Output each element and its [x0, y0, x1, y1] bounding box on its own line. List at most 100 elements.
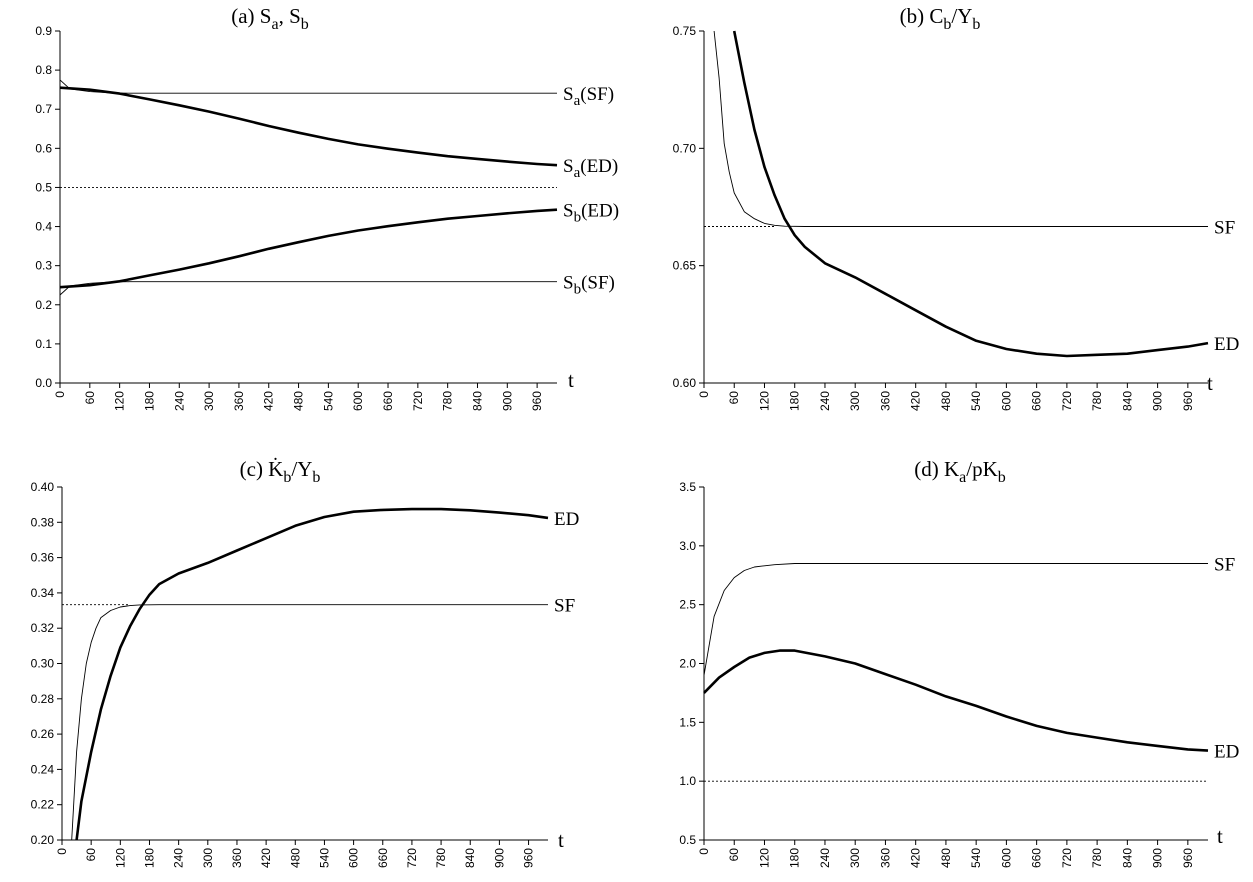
- x-tick-label: 480: [288, 848, 302, 868]
- x-tick-label: 60: [84, 848, 98, 862]
- x-tick-label: 900: [1151, 848, 1165, 868]
- y-tick-label: 0.36: [31, 551, 55, 565]
- x-tick-label: 600: [999, 848, 1013, 868]
- x-tick-label: 960: [1181, 848, 1195, 868]
- y-tick-label: 0.24: [31, 762, 55, 776]
- x-tick-label: 720: [1060, 848, 1074, 868]
- x-tick-label: 660: [1030, 391, 1044, 411]
- y-tick-label: 0.7: [35, 102, 52, 116]
- x-tick-label: 660: [1030, 848, 1044, 868]
- x-tick-label: 180: [142, 848, 156, 868]
- x-tick-label: 240: [172, 391, 186, 411]
- y-tick-label: 0.0: [35, 376, 52, 390]
- series-line-thick: [59, 208, 558, 289]
- y-tick-label: 2.5: [679, 598, 696, 612]
- x-tick-label: 600: [351, 391, 365, 411]
- series-line-thin: [59, 281, 557, 296]
- x-tick-label: 360: [878, 848, 892, 868]
- x-tick-label: 720: [411, 391, 425, 411]
- y-tick-label: 1.0: [679, 774, 696, 788]
- x-tick-label: 900: [500, 391, 514, 411]
- x-axis-label: t: [568, 368, 574, 392]
- x-tick-label: 300: [848, 848, 862, 868]
- x-tick-label: 780: [441, 391, 455, 411]
- x-tick-label: 540: [969, 391, 983, 411]
- x-tick-label: 780: [434, 848, 448, 868]
- x-tick-label: 540: [321, 391, 335, 411]
- series-annotation: Sb(SF): [563, 273, 615, 298]
- series-annotation: Sa(ED): [563, 156, 618, 181]
- series-annotation: Sb(ED): [563, 201, 619, 226]
- series-annotation: ED: [1214, 742, 1239, 763]
- x-tick-label: 720: [1060, 391, 1074, 411]
- y-tick-label: 0.1: [35, 337, 52, 351]
- y-tick-label: 0.9: [35, 24, 52, 38]
- series-annotation: Sa(SF): [563, 84, 614, 109]
- y-tick-label: 0.26: [31, 727, 55, 741]
- y-tick-label: 0.5: [679, 833, 696, 847]
- x-tick-label: 300: [201, 848, 215, 868]
- y-tick-label: 0.70: [673, 141, 697, 155]
- series-annotation: SF: [1214, 554, 1235, 575]
- x-tick-label: 540: [969, 848, 983, 868]
- x-tick-label: 0: [53, 391, 67, 398]
- series-line-thick: [703, 649, 1209, 752]
- y-tick-label: 0.30: [31, 657, 55, 671]
- y-tick-label: 3.0: [679, 539, 696, 553]
- series-annotation: ED: [554, 509, 579, 530]
- x-tick-label: 660: [381, 391, 395, 411]
- x-tick-label: 660: [376, 848, 390, 868]
- x-tick-label: 120: [757, 391, 771, 411]
- series-line-thick: [75, 507, 549, 841]
- x-tick-label: 900: [1151, 391, 1165, 411]
- x-tick-label: 240: [172, 848, 186, 868]
- series-annotation: SF: [554, 596, 575, 617]
- x-tick-label: 780: [1090, 848, 1104, 868]
- y-tick-label: 0.8: [35, 63, 52, 77]
- x-tick-label: 840: [470, 391, 484, 411]
- chart-title: (b) Cb/Yb: [900, 4, 981, 33]
- x-tick-label: 60: [727, 391, 741, 405]
- y-tick-label: 0.20: [31, 833, 55, 847]
- y-tick-label: 0.60: [673, 376, 697, 390]
- y-tick-label: 0.2: [35, 298, 52, 312]
- x-tick-label: 60: [83, 391, 97, 405]
- x-tick-label: 720: [405, 848, 419, 868]
- y-tick-label: 0.6: [35, 141, 52, 155]
- x-tick-label: 600: [347, 848, 361, 868]
- x-tick-label: 360: [230, 848, 244, 868]
- x-tick-label: 480: [939, 848, 953, 868]
- x-tick-label: 420: [909, 848, 923, 868]
- x-tick-label: 480: [292, 391, 306, 411]
- x-axis-label: t: [1217, 824, 1223, 848]
- series-line-thin: [59, 79, 557, 94]
- chart-panel-a: 0.0 0.1 0.2 0.3 0.4 0.5 0.6 0.7 0.8 0.9 0 60 120 180 2…: [35, 4, 619, 411]
- x-tick-label: 180: [142, 391, 156, 411]
- x-tick-label: 840: [1120, 391, 1134, 411]
- y-tick-label: 0.65: [673, 259, 697, 273]
- y-tick-label: 0.40: [31, 480, 55, 494]
- series-line-thin: [703, 563, 1208, 676]
- x-tick-label: 480: [939, 391, 953, 411]
- x-tick-label: 360: [232, 391, 246, 411]
- x-tick-label: 0: [697, 848, 711, 855]
- y-tick-label: 0.34: [31, 586, 55, 600]
- x-tick-label: 0: [55, 848, 69, 855]
- chart-panel-c: 0.20 0.22 0.24 0.26 0.28 0.30 0.32 0.34 0.36 0.38…: [31, 457, 580, 868]
- x-tick-label: 960: [1181, 391, 1195, 411]
- y-tick-label: 0.75: [673, 24, 697, 38]
- x-tick-label: 120: [113, 848, 127, 868]
- x-tick-label: 120: [113, 391, 127, 411]
- y-tick-label: 3.5: [679, 480, 696, 494]
- y-tick-label: 0.3: [35, 259, 52, 273]
- x-tick-label: 960: [530, 391, 544, 411]
- x-tick-label: 240: [818, 391, 832, 411]
- x-axis-label: t: [1207, 371, 1213, 395]
- x-tick-label: 420: [259, 848, 273, 868]
- x-tick-label: 420: [909, 391, 923, 411]
- x-tick-label: 120: [757, 848, 771, 868]
- y-tick-label: 0.38: [31, 515, 55, 529]
- x-tick-label: 180: [788, 391, 802, 411]
- chart-title: (c) K̇b/Yb: [240, 457, 321, 486]
